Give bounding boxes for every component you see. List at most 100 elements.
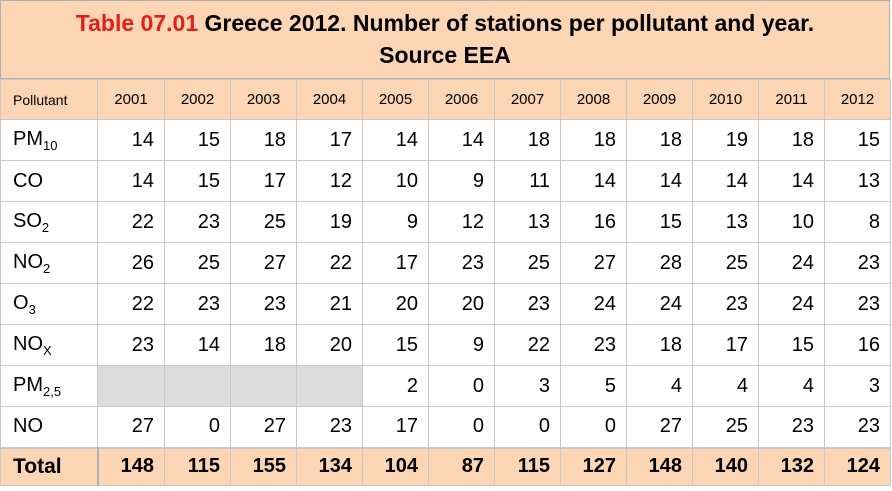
- value-cell: 12: [428, 201, 495, 243]
- value-cell: 3: [494, 365, 561, 407]
- total-value-cell: 87: [428, 446, 495, 486]
- value-cell: 14: [758, 160, 825, 202]
- value-cell: 4: [758, 365, 825, 407]
- pollutant-name: SO2: [0, 201, 98, 243]
- total-value-cell: 104: [362, 446, 429, 486]
- value-cell: 17: [692, 324, 759, 366]
- value-cell: 14: [97, 119, 165, 161]
- column-header-year: 2012: [824, 79, 891, 120]
- value-cell: 17: [362, 242, 429, 284]
- value-cell: 23: [758, 406, 825, 448]
- value-cell: 15: [626, 201, 693, 243]
- pollutant-name: NOX: [0, 324, 98, 366]
- pollutant-subscript: 3: [28, 301, 36, 317]
- value-cell: 13: [824, 160, 891, 202]
- header-row: Pollutant 2001 2002 2003 2004 2005 2006 2007 200…: [0, 79, 891, 120]
- value-cell: 11: [494, 160, 561, 202]
- total-row: Total 148 115 155 134 104 87 115 127 148 140 132 124: [0, 446, 891, 486]
- pollutant-name: PM2,5: [0, 365, 98, 407]
- value-cell: 27: [230, 242, 297, 284]
- value-cell: 13: [494, 201, 561, 243]
- value-cell: 23: [692, 283, 759, 325]
- empty-cell: [230, 365, 297, 407]
- value-cell: 17: [230, 160, 297, 202]
- table-row: SO2 22 23 25 19 9 12 13 16 15 13 10 8: [0, 201, 891, 243]
- value-cell: 24: [758, 242, 825, 284]
- total-label: Total: [0, 446, 99, 486]
- pollutant-base: SO: [13, 209, 42, 232]
- value-cell: 23: [824, 283, 891, 325]
- value-cell: 16: [560, 201, 627, 243]
- table-row: NOX 23 14 18 20 15 9 22 23 18 17 15 16: [0, 324, 891, 366]
- value-cell: 18: [626, 119, 693, 161]
- value-cell: 23: [428, 242, 495, 284]
- value-cell: 25: [164, 242, 231, 284]
- value-cell: 15: [758, 324, 825, 366]
- value-cell: 5: [560, 365, 627, 407]
- pollutant-subscript: 10: [43, 137, 58, 153]
- value-cell: 23: [230, 283, 297, 325]
- value-cell: 15: [362, 324, 429, 366]
- value-cell: 23: [494, 283, 561, 325]
- title-line-1: Table 07.01 Greece 2012. Number of stati…: [1, 7, 889, 39]
- value-cell: 0: [560, 406, 627, 448]
- value-cell: 15: [824, 119, 891, 161]
- value-cell: 8: [824, 201, 891, 243]
- pollutant-base: CO: [13, 169, 43, 192]
- column-header-year: 2005: [362, 79, 429, 120]
- table-title: Table 07.01 Greece 2012. Number of stati…: [0, 0, 890, 79]
- value-cell: 23: [824, 406, 891, 448]
- value-cell: 23: [560, 324, 627, 366]
- column-header-year: 2008: [560, 79, 627, 120]
- value-cell: 23: [296, 406, 363, 448]
- value-cell: 22: [97, 201, 165, 243]
- pollutant-name: NO: [0, 406, 98, 448]
- pollutant-base: NO: [13, 332, 43, 355]
- table-row: PM2,5 2 0 3 5 4 4 4 3: [0, 365, 891, 407]
- value-cell: 27: [230, 406, 297, 448]
- value-cell: 23: [97, 324, 165, 366]
- table-number: Table 07.01: [75, 10, 199, 36]
- column-header-year: 2003: [230, 79, 297, 120]
- empty-cell: [296, 365, 363, 407]
- value-cell: 14: [164, 324, 231, 366]
- value-cell: 22: [296, 242, 363, 284]
- total-value-cell: 115: [494, 446, 561, 486]
- value-cell: 0: [428, 406, 495, 448]
- pollutant-base: PM: [13, 127, 43, 150]
- total-value-cell: 140: [692, 446, 759, 486]
- table-row: CO 14 15 17 12 10 9 11 14 14 14 14 13: [0, 160, 891, 202]
- total-value-cell: 134: [296, 446, 363, 486]
- value-cell: 14: [428, 119, 495, 161]
- table-row: O3 22 23 23 21 20 20 23 24 24 23 24 23: [0, 283, 891, 325]
- pollutant-base: NO: [13, 415, 43, 438]
- value-cell: 14: [560, 160, 627, 202]
- value-cell: 18: [230, 119, 297, 161]
- title-text: Greece 2012. Number of stations per poll…: [198, 10, 815, 36]
- value-cell: 18: [230, 324, 297, 366]
- value-cell: 9: [428, 160, 495, 202]
- pollutant-subscript: 2: [43, 260, 51, 276]
- value-cell: 18: [626, 324, 693, 366]
- pollutant-subscript: 2: [41, 219, 50, 235]
- column-header-pollutant: Pollutant: [0, 79, 98, 120]
- value-cell: 15: [164, 119, 231, 161]
- value-cell: 23: [824, 242, 891, 284]
- column-header-year: 2010: [692, 79, 759, 120]
- value-cell: 4: [692, 365, 759, 407]
- column-header-year: 2004: [296, 79, 363, 120]
- value-cell: 15: [164, 160, 231, 202]
- pollutant-base: PM: [13, 373, 43, 396]
- pollutant-name: NO2: [0, 242, 98, 284]
- total-value-cell: 127: [560, 446, 627, 486]
- total-value-cell: 115: [164, 446, 231, 486]
- value-cell: 27: [97, 406, 165, 448]
- value-cell: 20: [428, 283, 495, 325]
- value-cell: 20: [296, 324, 363, 366]
- value-cell: 28: [626, 242, 693, 284]
- value-cell: 0: [494, 406, 561, 448]
- table-row: PM10 14 15 18 17 14 14 18 18 18 19 18 15: [0, 119, 891, 161]
- empty-cell: [97, 365, 165, 407]
- value-cell: 10: [362, 160, 429, 202]
- value-cell: 25: [230, 201, 297, 243]
